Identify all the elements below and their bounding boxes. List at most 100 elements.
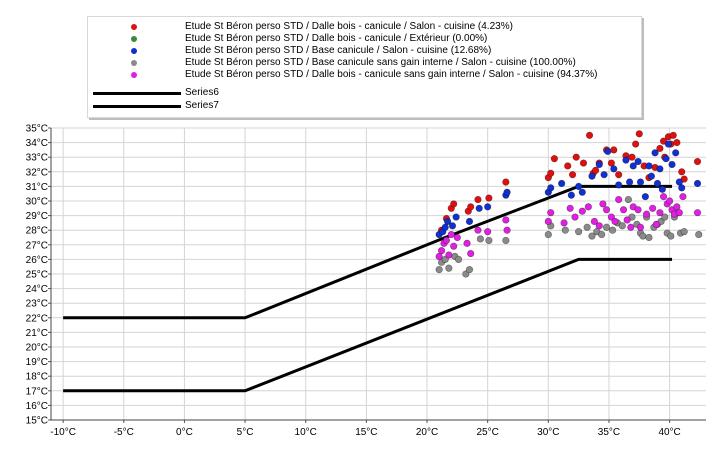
y-tick-label: 17°C: [26, 386, 48, 397]
data-point-series-4: [583, 223, 591, 231]
y-tick-label: 26°C: [26, 255, 48, 266]
legend-marker-gray: [131, 60, 137, 66]
y-tick-label: 24°C: [26, 284, 48, 295]
data-point-series-5: [502, 216, 510, 224]
data-point-series-5: [578, 207, 586, 215]
data-point-series-1: [550, 155, 558, 163]
data-point-series-3: [634, 157, 642, 166]
x-tick-label: 0°C: [176, 427, 193, 438]
data-point-series-1: [693, 157, 702, 166]
data-point-series-4: [609, 226, 617, 234]
legend-marker-red: [131, 24, 137, 30]
data-point-series-5: [611, 217, 619, 226]
data-point-series-3: [600, 171, 608, 179]
data-point-series-5: [445, 251, 453, 259]
data-point-series-5: [666, 197, 674, 205]
data-point-series-5: [602, 206, 611, 214]
y-tick-label: 20°C: [26, 343, 48, 354]
data-point-series-4: [502, 236, 510, 245]
data-point-series-3: [558, 179, 566, 188]
x-tick-label: 20°C: [416, 427, 438, 438]
data-point-series-5: [619, 206, 628, 214]
data-point-series-3: [588, 172, 596, 180]
data-point-series-4: [661, 213, 669, 221]
x-tick-label: 10°C: [295, 427, 317, 438]
data-point-series-1: [579, 159, 588, 167]
data-point-series-1: [585, 131, 594, 139]
data-point-series-5: [547, 209, 555, 217]
data-point-series-4: [593, 228, 601, 236]
data-point-series-4: [462, 270, 470, 278]
data-point-series-1: [628, 153, 636, 161]
data-point-series-3: [678, 184, 686, 192]
legend-marker-green: [131, 36, 137, 42]
data-point-series-3: [475, 204, 483, 212]
data-point-series-3: [647, 172, 656, 180]
data-point-series-5: [634, 206, 642, 214]
data-point-series-4: [441, 255, 449, 264]
data-point-series-1: [607, 159, 615, 167]
data-point-series-5: [435, 252, 443, 261]
data-point-series-1: [485, 194, 493, 202]
x-tick-label: -5°C: [114, 427, 134, 438]
legend-marker-blue: [131, 48, 137, 54]
data-point-series-5: [636, 223, 645, 231]
data-point-series-3: [448, 222, 457, 230]
data-point-series-3: [441, 223, 449, 231]
y-tick-label: 21°C: [26, 328, 48, 339]
data-point-series-4: [445, 264, 453, 272]
data-point-series-3: [693, 179, 702, 188]
y-tick-label: 29°C: [26, 211, 48, 222]
x-tick-label: 30°C: [537, 427, 559, 438]
data-point-series-3: [636, 178, 645, 186]
data-point-series-5: [571, 213, 579, 221]
legend-label: Series7: [185, 100, 219, 111]
data-point-series-1: [450, 200, 458, 208]
data-point-series-5: [595, 222, 603, 230]
data-point-series-3: [622, 156, 630, 164]
legend-label: Etude St Béron perso STD / Dalle bois - …: [185, 33, 488, 44]
data-point-series-3: [578, 188, 586, 196]
data-point-series-1: [678, 168, 686, 176]
data-point-series-1: [502, 178, 510, 186]
legend-label: Etude St Béron perso STD / Base canicule…: [185, 57, 576, 68]
y-tick-label: 19°C: [26, 357, 48, 368]
data-point-series-4: [485, 236, 493, 245]
y-tick-label: 32°C: [26, 167, 48, 178]
data-point-series-4: [628, 213, 636, 221]
data-point-series-5: [590, 217, 599, 226]
data-point-series-1: [615, 171, 623, 179]
data-point-series-5: [615, 195, 623, 204]
data-point-series-4: [598, 230, 606, 239]
data-point-series-5: [474, 226, 482, 234]
data-point-series-5: [642, 210, 651, 218]
y-tick-label: 27°C: [26, 240, 48, 251]
data-point-series-3: [595, 160, 603, 169]
data-point-series-1: [632, 140, 640, 148]
data-point-series-5: [659, 193, 668, 201]
data-point-series-4: [618, 222, 626, 230]
data-point-series-4: [695, 230, 703, 239]
legend-line-marker: [93, 92, 181, 95]
data-point-series-4: [465, 266, 474, 274]
data-point-series-3: [444, 217, 452, 226]
data-point-series-5: [484, 228, 492, 236]
data-point-series-5: [447, 230, 455, 239]
data-point-series-4: [476, 235, 484, 243]
legend-marker-magenta: [131, 72, 137, 78]
data-point-series-1: [547, 169, 555, 177]
data-point-series-4: [639, 232, 647, 240]
data-point-series-3: [645, 162, 653, 170]
data-point-series-5: [629, 203, 637, 211]
data-point-series-5: [656, 209, 664, 217]
data-point-series-5: [675, 209, 683, 217]
y-tick-label: 31°C: [26, 182, 48, 193]
data-point-series-3: [625, 178, 634, 186]
data-point-series-1: [564, 162, 572, 170]
data-point-series-5: [560, 219, 568, 227]
data-point-series-4: [544, 230, 552, 239]
data-point-series-1: [673, 139, 681, 147]
data-point-series-3: [664, 140, 672, 148]
